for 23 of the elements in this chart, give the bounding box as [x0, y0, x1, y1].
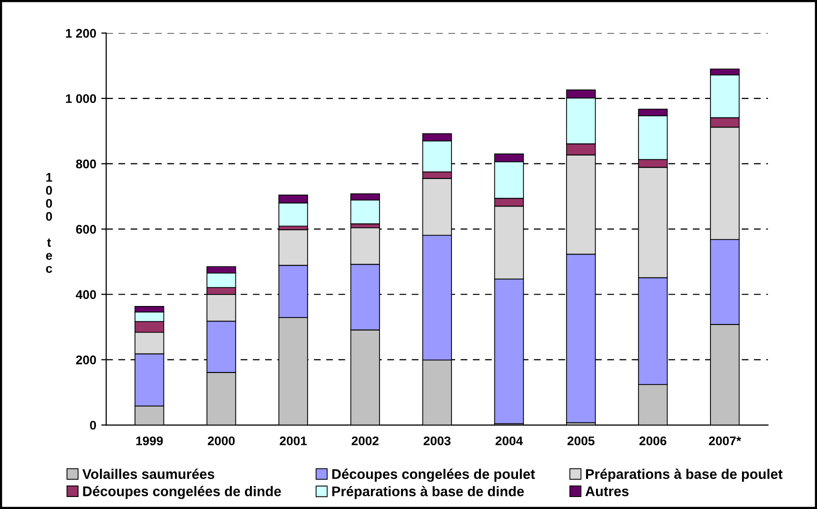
text: 1000 tec: [46, 173, 52, 273]
legend-label: Autres: [585, 486, 629, 496]
x-tick-label: 2002: [352, 436, 379, 446]
x-tick-label: 2005: [567, 436, 595, 446]
x-tick-label: 1999: [136, 436, 163, 446]
legend-label: Volailles saumurées: [82, 468, 214, 480]
y-tick-label: 0: [90, 420, 96, 430]
x-tick-label: 2004: [496, 436, 523, 446]
x-tick-label: 2006: [639, 436, 666, 446]
y-tick-label: 800: [76, 160, 96, 168]
legend-label: Préparations à base de dinde: [332, 486, 524, 500]
legend-label: Découpes congelées de dinde: [83, 486, 281, 500]
y-tick-label: 600: [76, 224, 96, 234]
x-tick-label: 2001: [280, 436, 307, 446]
y-tick-label: 200: [76, 355, 96, 364]
legend-label: Découpes congelées de poulet: [332, 468, 535, 482]
x-tick-label: 2007*: [708, 436, 742, 446]
y-tick-label: 1 200: [66, 28, 96, 38]
x-tick-label: 2003: [424, 436, 451, 446]
y-tick-label: 1 000: [66, 94, 96, 104]
y-tick-label: 400: [76, 290, 96, 300]
x-tick-label: 2000: [208, 436, 235, 446]
legend-label: Préparations à base de poulet: [586, 468, 783, 482]
